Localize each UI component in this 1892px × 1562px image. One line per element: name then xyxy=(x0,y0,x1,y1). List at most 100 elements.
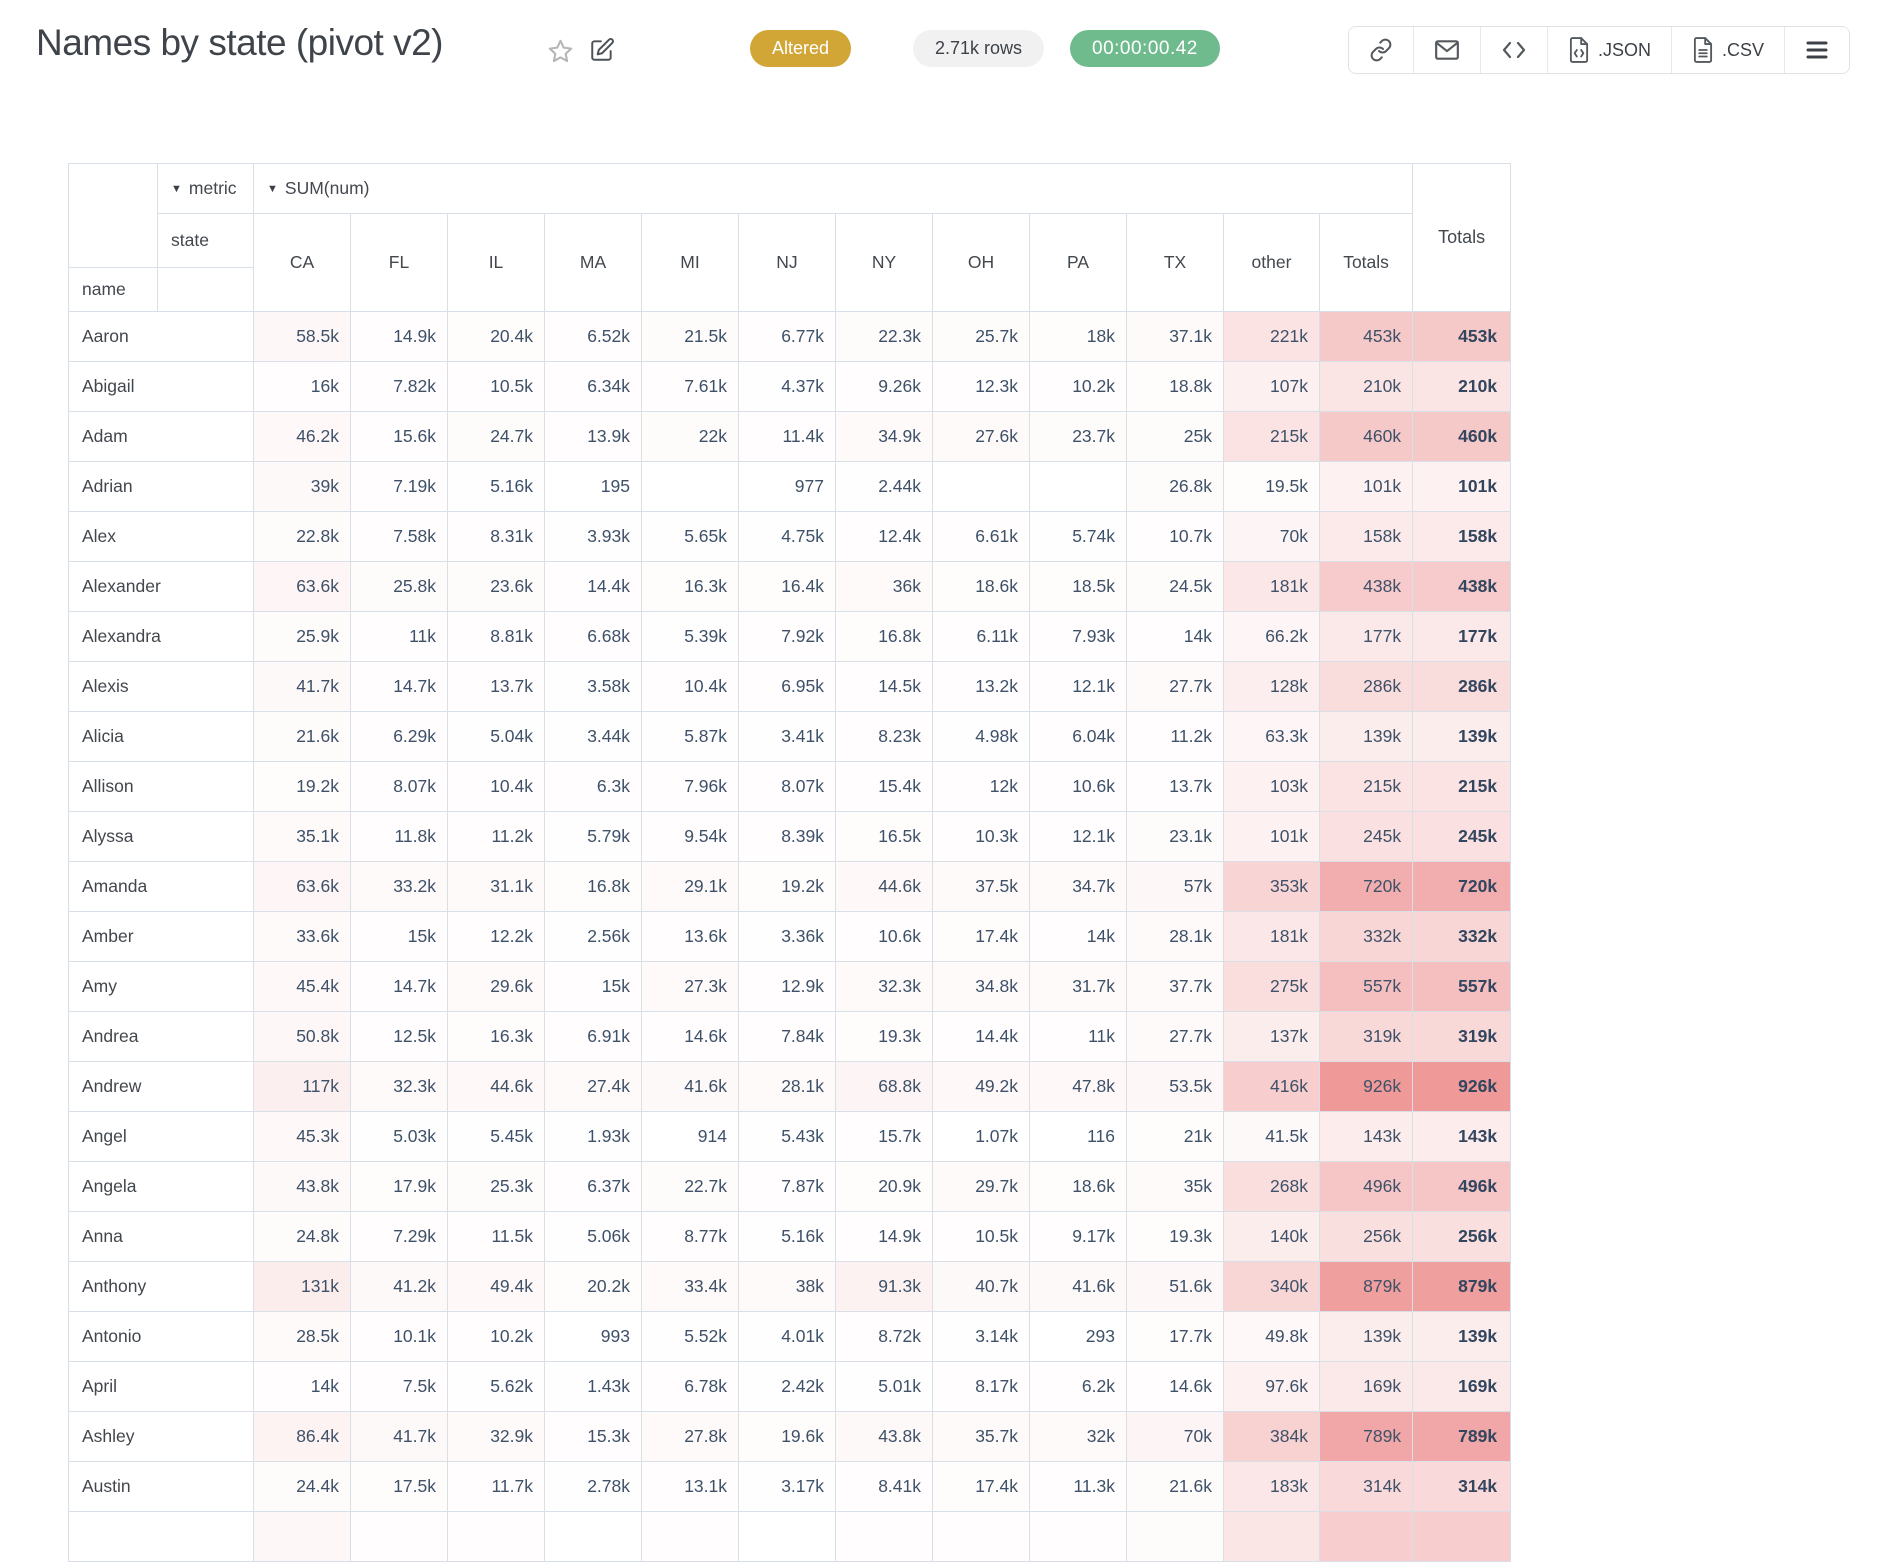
cell-alicia-mi[interactable]: 5.87k xyxy=(641,711,739,762)
cell-angela-oh[interactable]: 29.7k xyxy=(932,1161,1030,1212)
cell-aaron-il[interactable]: 20.4k xyxy=(447,311,545,362)
cell-andrea-other[interactable]: 137k xyxy=(1223,1011,1320,1062)
cell-antonio-fl[interactable]: 10.1k xyxy=(350,1311,448,1362)
cell-aaron-totals[interactable]: 453k xyxy=(1318,311,1414,362)
cell-adrian-ny[interactable]: 2.44k xyxy=(835,461,933,512)
row-name[interactable]: Alex xyxy=(68,511,254,562)
cell-angel-il[interactable]: 5.45k xyxy=(447,1111,545,1162)
cell-adrian-grand-total[interactable]: 101k xyxy=(1412,461,1512,512)
column-header-mi[interactable]: MI xyxy=(641,213,739,312)
cell-april-nj[interactable]: 2.42k xyxy=(738,1361,836,1412)
cell-anna-ny[interactable]: 14.9k xyxy=(835,1211,933,1262)
cell-abigail-tx[interactable]: 18.8k xyxy=(1126,361,1224,412)
cell-partial[interactable] xyxy=(1318,1511,1414,1562)
cell-anna-oh[interactable]: 10.5k xyxy=(932,1211,1030,1262)
cell-ashley-ca[interactable]: 86.4k xyxy=(253,1411,351,1462)
cell-april-il[interactable]: 5.62k xyxy=(447,1361,545,1412)
cell-allison-other[interactable]: 103k xyxy=(1223,761,1320,812)
cell-april-mi[interactable]: 6.78k xyxy=(641,1361,739,1412)
cell-alexander-other[interactable]: 181k xyxy=(1223,561,1320,612)
cell-abigail-il[interactable]: 10.5k xyxy=(447,361,545,412)
grand-totals-column-header[interactable]: Totals xyxy=(1412,163,1512,312)
cell-anna-tx[interactable]: 19.3k xyxy=(1126,1211,1224,1262)
cell-angel-mi[interactable]: 914 xyxy=(641,1111,739,1162)
cell-angela-tx[interactable]: 35k xyxy=(1126,1161,1224,1212)
row-name[interactable]: Ashley xyxy=(68,1411,254,1462)
cell-anna-mi[interactable]: 8.77k xyxy=(641,1211,739,1262)
column-header-oh[interactable]: OH xyxy=(932,213,1030,312)
row-name[interactable]: Aaron xyxy=(68,311,254,362)
cell-aaron-oh[interactable]: 25.7k xyxy=(932,311,1030,362)
cell-anna-fl[interactable]: 7.29k xyxy=(350,1211,448,1262)
cell-austin-ma[interactable]: 2.78k xyxy=(544,1461,642,1512)
cell-ashley-il[interactable]: 32.9k xyxy=(447,1411,545,1462)
column-header-ca[interactable]: CA xyxy=(253,213,351,312)
cell-alyssa-fl[interactable]: 11.8k xyxy=(350,811,448,862)
cell-allison-totals[interactable]: 215k xyxy=(1318,761,1414,812)
cell-alexandra-pa[interactable]: 7.93k xyxy=(1029,611,1127,662)
cell-alex-tx[interactable]: 10.7k xyxy=(1126,511,1224,562)
cell-alexis-other[interactable]: 128k xyxy=(1223,661,1320,712)
cell-amanda-tx[interactable]: 57k xyxy=(1126,861,1224,912)
cell-adam-grand-total[interactable]: 460k xyxy=(1412,411,1512,462)
cell-ashley-ny[interactable]: 43.8k xyxy=(835,1411,933,1462)
cell-april-totals[interactable]: 169k xyxy=(1318,1361,1414,1412)
cell-anthony-totals[interactable]: 879k xyxy=(1318,1261,1414,1312)
cell-adrian-mi[interactable] xyxy=(641,461,739,512)
cell-april-ny[interactable]: 5.01k xyxy=(835,1361,933,1412)
cell-andrea-tx[interactable]: 27.7k xyxy=(1126,1011,1224,1062)
metric-dropdown[interactable]: ▼ metric xyxy=(157,163,254,214)
cell-adrian-ma[interactable]: 195 xyxy=(544,461,642,512)
cell-adam-totals[interactable]: 460k xyxy=(1318,411,1414,462)
cell-aaron-pa[interactable]: 18k xyxy=(1029,311,1127,362)
cell-anna-totals[interactable]: 256k xyxy=(1318,1211,1414,1262)
cell-alexis-fl[interactable]: 14.7k xyxy=(350,661,448,712)
cell-amy-ca[interactable]: 45.4k xyxy=(253,961,351,1012)
row-name[interactable]: Andrew xyxy=(68,1061,254,1112)
cell-alyssa-ca[interactable]: 35.1k xyxy=(253,811,351,862)
cell-angel-nj[interactable]: 5.43k xyxy=(738,1111,836,1162)
cell-amy-mi[interactable]: 27.3k xyxy=(641,961,739,1012)
cell-adrian-pa[interactable] xyxy=(1029,461,1127,512)
cell-amy-ma[interactable]: 15k xyxy=(544,961,642,1012)
cell-angela-mi[interactable]: 22.7k xyxy=(641,1161,739,1212)
cell-alexander-nj[interactable]: 16.4k xyxy=(738,561,836,612)
cell-allison-fl[interactable]: 8.07k xyxy=(350,761,448,812)
cell-allison-tx[interactable]: 13.7k xyxy=(1126,761,1224,812)
row-name[interactable]: Austin xyxy=(68,1461,254,1512)
cell-austin-tx[interactable]: 21.6k xyxy=(1126,1461,1224,1512)
cell-alyssa-pa[interactable]: 12.1k xyxy=(1029,811,1127,862)
cell-andrea-fl[interactable]: 12.5k xyxy=(350,1011,448,1062)
cell-adrian-oh[interactable] xyxy=(932,461,1030,512)
cell-adrian-other[interactable]: 19.5k xyxy=(1223,461,1320,512)
edit-pencil-icon[interactable] xyxy=(588,37,616,65)
cell-andrew-il[interactable]: 44.6k xyxy=(447,1061,545,1112)
cell-anna-ma[interactable]: 5.06k xyxy=(544,1211,642,1262)
cell-anthony-nj[interactable]: 38k xyxy=(738,1261,836,1312)
favorite-star-icon[interactable] xyxy=(546,38,574,66)
cell-amber-il[interactable]: 12.2k xyxy=(447,911,545,962)
cell-april-pa[interactable]: 6.2k xyxy=(1029,1361,1127,1412)
cell-alex-totals[interactable]: 158k xyxy=(1318,511,1414,562)
cell-anthony-pa[interactable]: 41.6k xyxy=(1029,1261,1127,1312)
state-label[interactable]: state xyxy=(157,213,254,268)
cell-anthony-oh[interactable]: 40.7k xyxy=(932,1261,1030,1312)
cell-antonio-oh[interactable]: 3.14k xyxy=(932,1311,1030,1362)
cell-alyssa-nj[interactable]: 8.39k xyxy=(738,811,836,862)
cell-amanda-mi[interactable]: 29.1k xyxy=(641,861,739,912)
cell-antonio-nj[interactable]: 4.01k xyxy=(738,1311,836,1362)
cell-amy-other[interactable]: 275k xyxy=(1223,961,1320,1012)
cell-adrian-tx[interactable]: 26.8k xyxy=(1126,461,1224,512)
cell-antonio-pa[interactable]: 293 xyxy=(1029,1311,1127,1362)
cell-alex-mi[interactable]: 5.65k xyxy=(641,511,739,562)
cell-alex-ca[interactable]: 22.8k xyxy=(253,511,351,562)
cell-angel-ca[interactable]: 45.3k xyxy=(253,1111,351,1162)
cell-ashley-fl[interactable]: 41.7k xyxy=(350,1411,448,1462)
cell-anthony-tx[interactable]: 51.6k xyxy=(1126,1261,1224,1312)
cell-adam-ma[interactable]: 13.9k xyxy=(544,411,642,462)
cell-antonio-grand-total[interactable]: 139k xyxy=(1412,1311,1512,1362)
row-name[interactable]: Alicia xyxy=(68,711,254,762)
cell-april-ma[interactable]: 1.43k xyxy=(544,1361,642,1412)
cell-anna-ca[interactable]: 24.8k xyxy=(253,1211,351,1262)
cell-angela-ma[interactable]: 6.37k xyxy=(544,1161,642,1212)
